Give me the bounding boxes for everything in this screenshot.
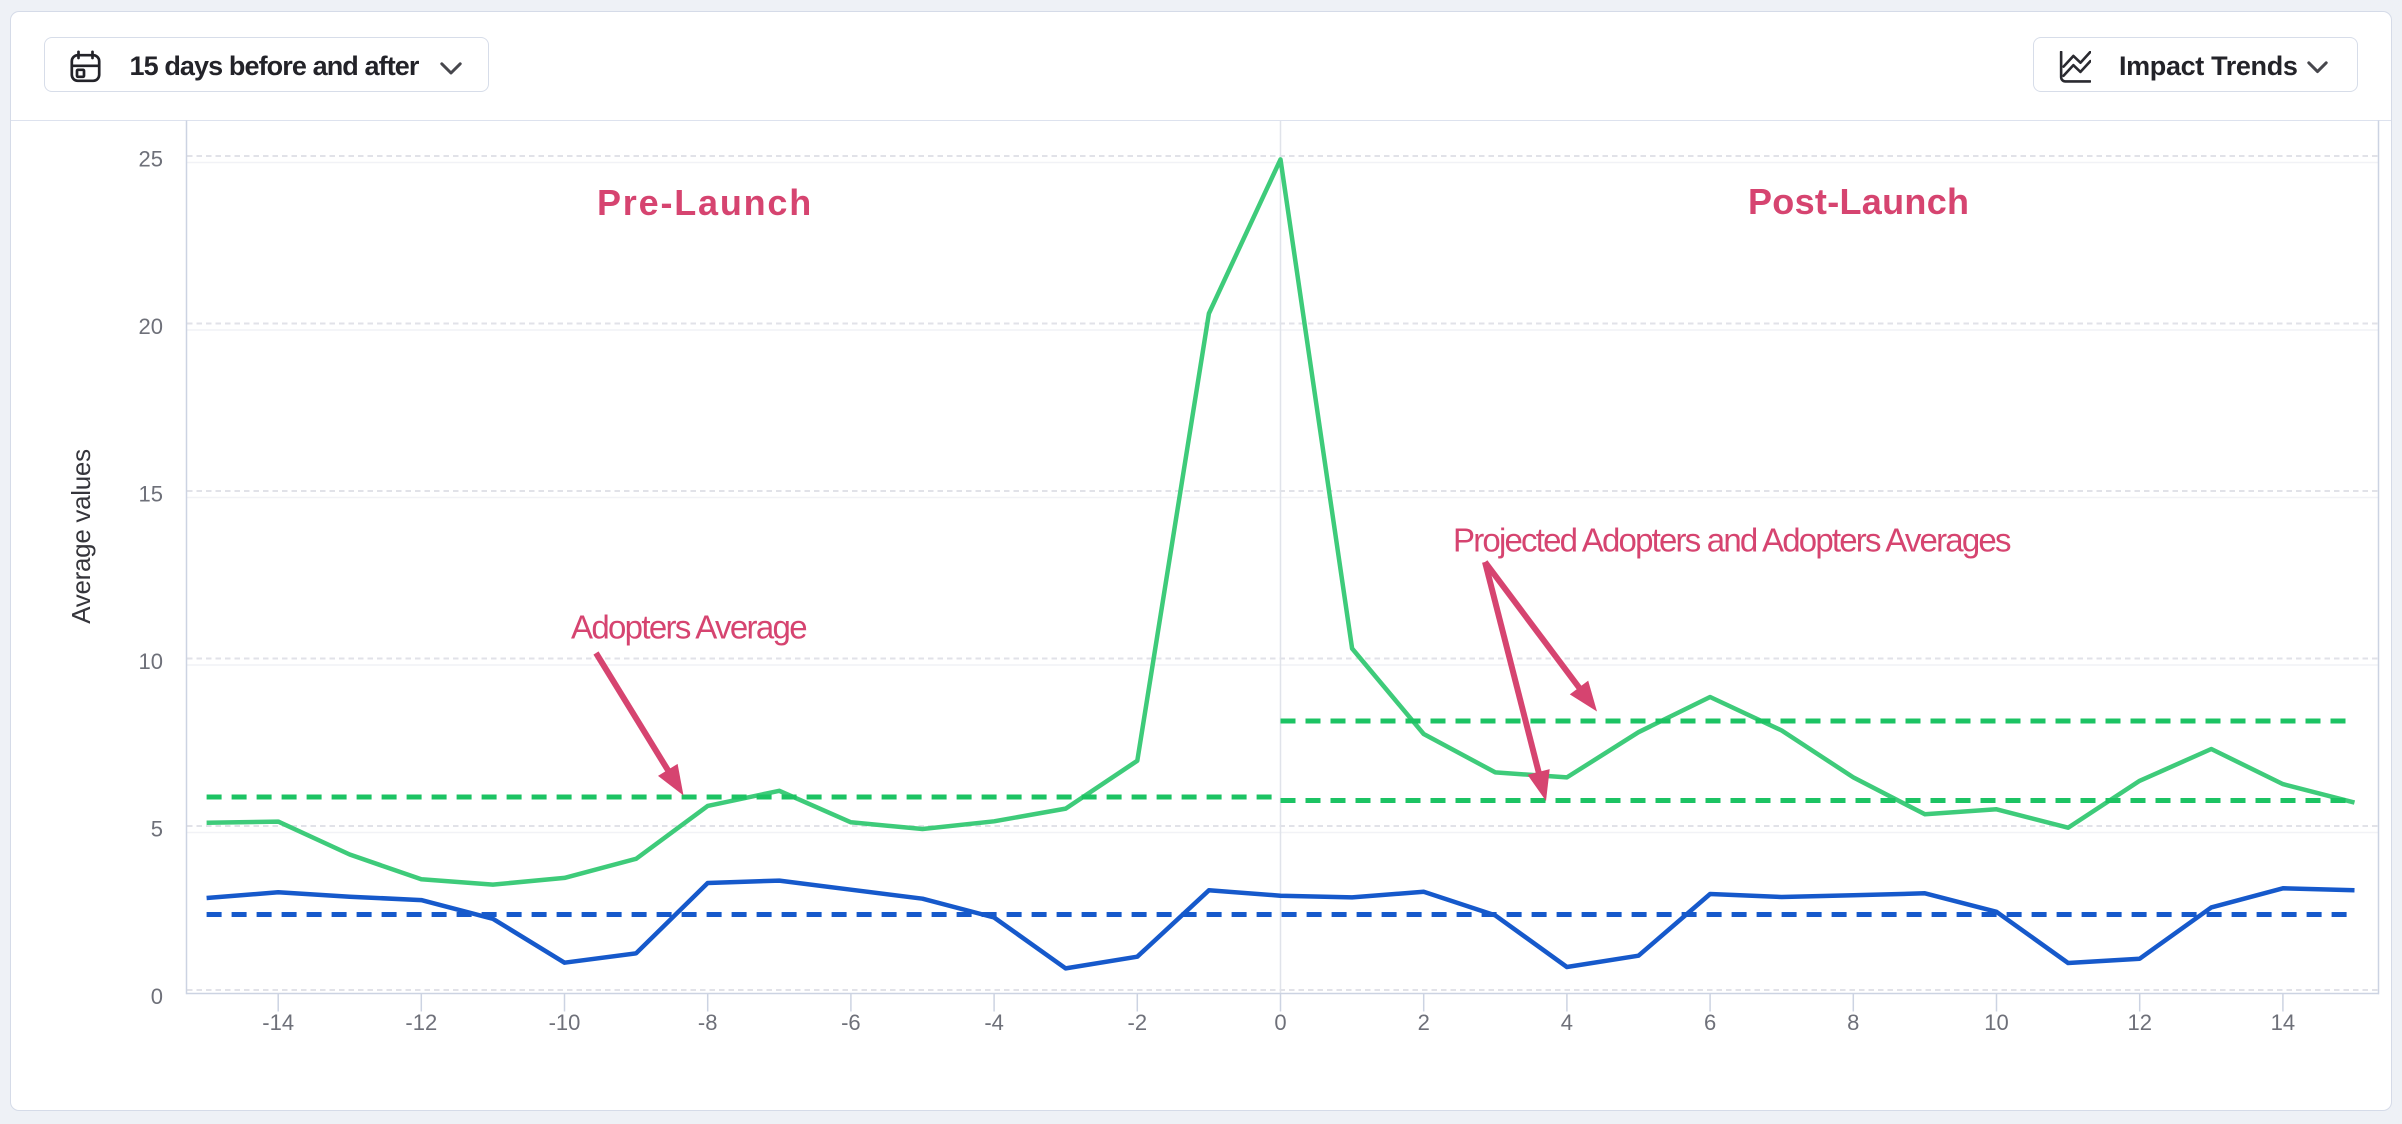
svg-text:10: 10	[1984, 1010, 2008, 1035]
svg-text:14: 14	[2271, 1010, 2295, 1035]
svg-text:Pre-Launch: Pre-Launch	[597, 182, 813, 223]
svg-text:0: 0	[151, 984, 163, 1009]
svg-text:4: 4	[1561, 1010, 1573, 1035]
svg-text:10: 10	[139, 649, 163, 674]
svg-text:0: 0	[1274, 1010, 1286, 1035]
svg-text:15: 15	[139, 482, 163, 507]
svg-text:Post-Launch: Post-Launch	[1748, 181, 1969, 222]
svg-text:-8: -8	[698, 1010, 718, 1035]
svg-text:25: 25	[139, 147, 163, 172]
svg-text:-2: -2	[1128, 1010, 1148, 1035]
svg-text:-12: -12	[405, 1010, 437, 1035]
svg-text:12: 12	[2127, 1010, 2151, 1035]
svg-text:8: 8	[1847, 1010, 1859, 1035]
svg-text:20: 20	[139, 314, 163, 339]
svg-text:5: 5	[151, 817, 163, 842]
svg-text:-14: -14	[262, 1010, 294, 1035]
svg-text:-6: -6	[841, 1010, 861, 1035]
svg-text:-4: -4	[984, 1010, 1004, 1035]
svg-text:Adopters Average: Adopters Average	[571, 609, 806, 646]
svg-text:Average values: Average values	[66, 449, 96, 624]
svg-text:6: 6	[1704, 1010, 1716, 1035]
svg-text:2: 2	[1418, 1010, 1430, 1035]
svg-text:Projected Adopters and Adopter: Projected Adopters and Adopters Averages	[1453, 522, 2011, 559]
svg-text:-10: -10	[549, 1010, 581, 1035]
